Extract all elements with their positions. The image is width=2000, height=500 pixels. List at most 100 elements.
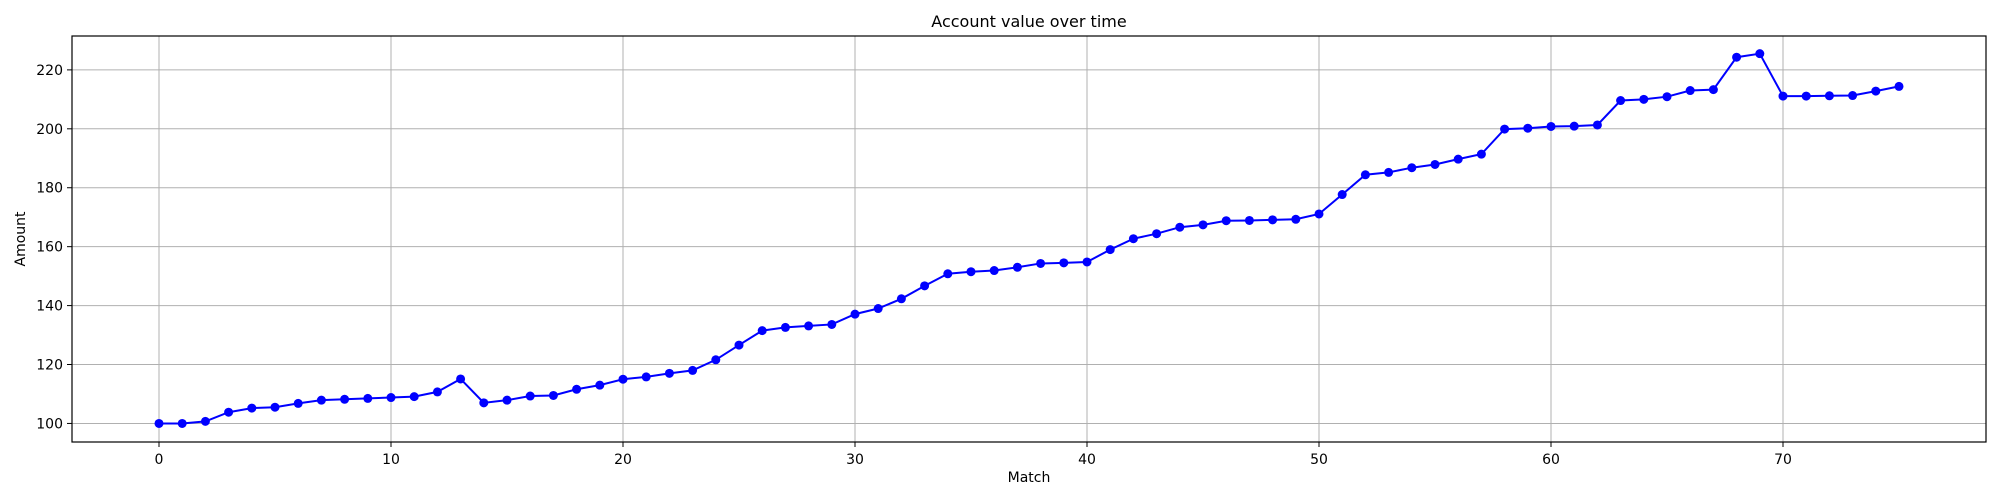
data-point [247, 403, 257, 413]
data-point [1128, 234, 1138, 244]
data-point [804, 321, 814, 331]
data-point [1384, 167, 1394, 177]
data-point [502, 395, 512, 405]
data-point [1848, 91, 1858, 101]
data-point [641, 372, 651, 382]
data-point [1871, 86, 1881, 96]
data-point [664, 368, 674, 378]
data-point [548, 390, 558, 400]
x-tick-label: 40 [1078, 452, 1096, 468]
x-axis-label: Match [1008, 470, 1051, 486]
x-tick-label: 70 [1774, 452, 1792, 468]
data-point [316, 395, 326, 405]
x-tick-label: 30 [846, 452, 864, 468]
x-axis-ticks: 0 10 20 30 40 50 60 70 [155, 442, 1792, 468]
data-point [1894, 81, 1904, 91]
data-point [1430, 159, 1440, 169]
x-tick-label: 10 [382, 452, 400, 468]
data-point [1453, 154, 1463, 164]
data-point [1082, 257, 1092, 267]
data-point [1105, 245, 1115, 255]
chart-title: Account value over time [931, 12, 1126, 31]
plot-frame [71, 35, 1987, 443]
data-point [386, 393, 396, 403]
data-point [1360, 170, 1370, 180]
data-point [1732, 52, 1742, 62]
x-tick-label: 50 [1310, 452, 1328, 468]
data-point [1175, 222, 1185, 232]
data-point [1500, 124, 1510, 134]
y-tick-label: 100 [36, 416, 63, 432]
x-tick-label: 20 [614, 452, 632, 468]
data-point [1268, 215, 1278, 225]
data-point [873, 304, 883, 314]
data-point [1407, 163, 1417, 173]
y-tick-label: 200 [36, 122, 63, 138]
y-axis-label: Amount [13, 211, 29, 267]
y-tick-label: 220 [36, 63, 63, 79]
data-point [456, 374, 466, 384]
data-point [1337, 190, 1347, 200]
data-point [757, 326, 767, 336]
data-point [1616, 96, 1626, 106]
data-point [1778, 91, 1788, 101]
series-line [159, 52, 1900, 425]
data-point [1755, 49, 1765, 59]
data-point [200, 416, 210, 426]
data-point [1152, 229, 1162, 239]
data-point [1476, 149, 1486, 159]
data-point [1592, 120, 1602, 130]
data-point [432, 387, 442, 397]
data-point [1036, 258, 1046, 268]
data-point [1244, 215, 1254, 225]
data-point [572, 384, 582, 394]
y-tick-label: 160 [36, 240, 63, 256]
data-point [711, 355, 721, 365]
data-point [1639, 94, 1649, 104]
data-point [293, 398, 303, 408]
data-point [850, 309, 860, 319]
data-point [780, 322, 790, 332]
data-point [1824, 91, 1834, 101]
data-point [525, 391, 535, 401]
data-point [1314, 209, 1324, 219]
data-point [1801, 91, 1811, 101]
x-tick-label: 60 [1542, 452, 1560, 468]
y-tick-label: 180 [36, 181, 63, 197]
data-point [1012, 262, 1022, 272]
data-point [1685, 86, 1695, 96]
data-point [479, 398, 489, 408]
x-tick-label: 0 [155, 452, 164, 468]
data-point [363, 393, 373, 403]
data-point [1523, 123, 1533, 133]
y-tick-label: 140 [36, 299, 63, 315]
data-point [688, 365, 698, 375]
data-point [1546, 121, 1556, 131]
data-point [340, 394, 350, 404]
data-point [989, 266, 999, 276]
data-point [1569, 121, 1579, 131]
data-point [943, 269, 953, 279]
data-point [224, 407, 234, 417]
data-point [1059, 258, 1069, 268]
data-point [827, 319, 837, 329]
data-point [896, 294, 906, 304]
data-point [1662, 92, 1672, 102]
data-point [1708, 85, 1718, 95]
series-layer [154, 49, 1904, 428]
data-point [1291, 214, 1301, 224]
data-point [177, 418, 187, 428]
data-point [409, 392, 419, 402]
data-point [618, 374, 628, 384]
data-point [734, 340, 744, 350]
data-point [1198, 220, 1208, 230]
data-point [1221, 216, 1231, 226]
data-point [154, 418, 164, 428]
y-axis-ticks: 100 120 140 160 180 200 220 [36, 63, 72, 432]
data-point [270, 402, 280, 412]
data-point [595, 380, 605, 390]
data-point [920, 281, 930, 291]
grid-lines [72, 36, 1986, 442]
data-point [966, 267, 976, 277]
